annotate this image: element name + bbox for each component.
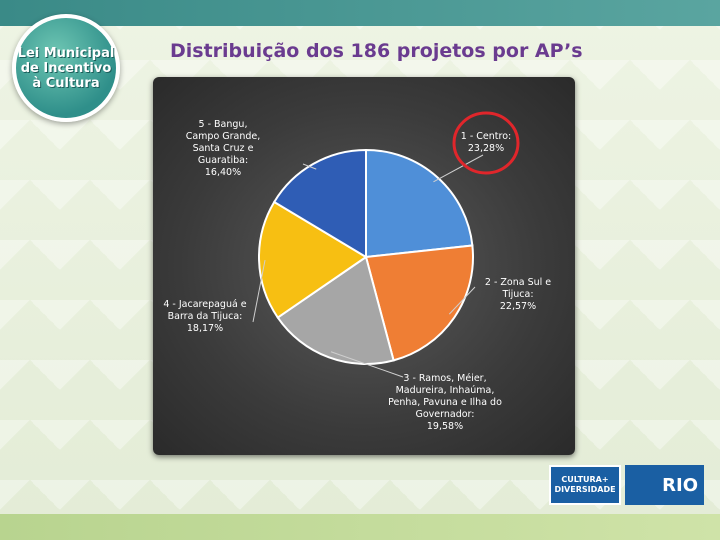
- logo-line-3: à Cultura: [32, 75, 100, 91]
- highlight-ring: [452, 111, 520, 175]
- pie-slice-2: [364, 244, 474, 362]
- slice-label-1: 1 - Centro: 23,28%: [461, 131, 511, 154]
- rio-logo: RIO: [625, 465, 704, 505]
- leader-line-3: [330, 351, 404, 378]
- rio-logo-text: RIO: [662, 474, 698, 496]
- leader-line-2: [448, 286, 476, 315]
- slice-label-2: 2 - Zona Sul e Tijuca: 22,57%: [485, 277, 551, 312]
- pie-slice-5: [272, 148, 367, 259]
- lei-incentivo-logo: Lei Municipal de Incentivo à Cultura: [12, 14, 120, 122]
- footer-logos: CULTURA+ DIVERSIDADE RIO: [549, 465, 704, 505]
- cultura-logo-subtext: DIVERSIDADE: [554, 485, 616, 494]
- logo-line-2: de Incentivo: [20, 60, 112, 76]
- cultura-logo-text: CULTURA+: [561, 475, 609, 484]
- leader-line-5: [302, 163, 317, 170]
- logo-line-1: Lei Municipal: [17, 45, 115, 61]
- top-band: [0, 0, 720, 26]
- bottom-band: [0, 514, 720, 540]
- pie-chart: 1 - Centro: 23,28% 2 - Zona Sul e Tijuca: 22…: [163, 111, 551, 432]
- pie-slice-1: [365, 148, 474, 259]
- cultura-logo: CULTURA+ DIVERSIDADE: [549, 465, 621, 505]
- slice-label-3: 3 - Ramos, Méier, Madureira, Inhaúma, Penh…: [388, 373, 502, 432]
- chart-panel: 1 - Centro: 23,28% 2 - Zona Sul e Tijuca: 22…: [153, 77, 575, 455]
- leader-line-4: [252, 259, 266, 323]
- slide-title: Distribuição dos 186 projetos por AP’s: [170, 40, 583, 62]
- slice-label-5: 5 - Bangu, Campo Grande, Santa Cruz e Guara…: [186, 119, 261, 178]
- slice-label-4: 4 - Jacarepaguá e Barra da Tijuca: 18,17%: [163, 299, 246, 334]
- leader-line-1: [433, 154, 484, 183]
- pie-slice-3: [276, 255, 395, 365]
- pie-slice-4: [258, 200, 368, 319]
